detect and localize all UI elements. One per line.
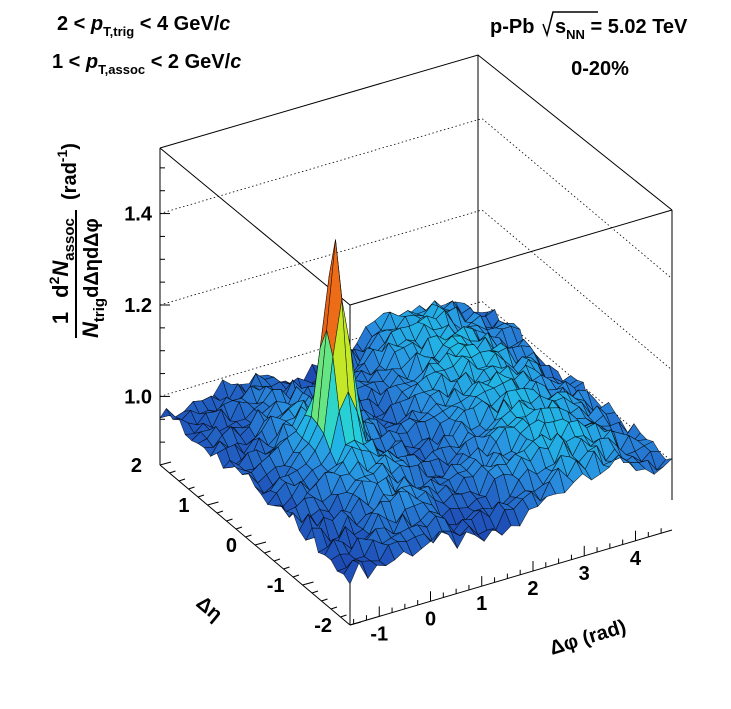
sqrt-sign (542, 11, 598, 38)
z-gridline (159, 118, 673, 279)
z-title-one: 1 (48, 312, 73, 324)
y-tick-mark (321, 598, 328, 602)
y-tick-mark (188, 486, 195, 490)
trig-prefix: 2 < (57, 13, 85, 35)
collision-energy: = 5.02 TeV (590, 16, 688, 38)
y-tick-mark (245, 534, 252, 538)
x-tick-label: -1 (370, 623, 388, 645)
svg-text:Ntrig: Ntrig (78, 298, 108, 338)
assoc-c: c (230, 51, 241, 73)
z-title-unit-pre: (rad (59, 162, 81, 200)
z-title-num-d: d (48, 284, 73, 297)
box-top-right-front (349, 209, 673, 306)
trig-suffix: < 4 GeV/ (140, 13, 220, 35)
assoc-prefix: 1 < (52, 51, 80, 73)
svg-text:(rad-1): (rad-1) (54, 143, 81, 200)
trig-sub: T,trig (103, 24, 134, 39)
y-tick-label: -2 (314, 615, 332, 637)
y-tick-mark (302, 581, 314, 586)
y-tick-mark (264, 550, 271, 554)
x-axis-ticks: -1 0 1 2 3 4 (353, 528, 662, 645)
y-tick-label: -1 (267, 575, 285, 597)
assoc-sub: T,assoc (98, 62, 145, 77)
y-tick-mark (330, 606, 338, 610)
svg-text:1: 1 (48, 312, 73, 324)
y-axis-title: Δη (192, 592, 227, 626)
y-tick-mark (273, 558, 281, 562)
z-title-denominator: dΔηdΔφ (81, 218, 103, 298)
y-axis-ticks: 2 1 0 -1 -2 (131, 455, 362, 637)
y-tick-mark (283, 566, 290, 570)
assoc-suffix: < 2 GeV/ (151, 51, 231, 73)
y-tick-mark (311, 590, 319, 594)
z-axis-title: 1 Ntrig d2Nassoc dΔηdΔφ (rad-1) (46, 143, 108, 338)
y-tick-mark (254, 541, 267, 546)
x-tick-label: 3 (579, 563, 590, 585)
box-bottom-right-edge (349, 529, 673, 626)
svg-text:p-Pb: p-Pb (490, 16, 534, 38)
sqrt-s: s (555, 16, 566, 38)
z-title-unit-post: ) (59, 143, 81, 150)
z-tick-label: 1.2 (124, 295, 152, 317)
z-gridline (159, 209, 673, 371)
collision-system-label: p-Pb sNN = 5.02 TeV (490, 11, 688, 44)
x-tick-label: 2 (527, 578, 538, 600)
z-title-unit-sup: -1 (54, 150, 70, 163)
surface-cell (343, 560, 360, 585)
x-tick-label: 0 (425, 608, 436, 630)
y-tick-mark (292, 574, 300, 578)
y-tick-mark (159, 461, 172, 466)
z-title-num-n: N (48, 260, 73, 277)
y-tick-label: 0 (226, 535, 237, 557)
centrality-label: 0-20% (571, 58, 629, 80)
system-prefix: p-Pb (490, 16, 534, 38)
y-tick-mark (178, 478, 186, 482)
svg-text:sNN = 5.02 TeV: sNN = 5.02 TeV (555, 16, 688, 44)
y-tick-mark (169, 470, 176, 474)
x-tick-label: 1 (476, 593, 487, 615)
y-tick-mark (340, 614, 347, 618)
y-tick-mark (235, 526, 243, 530)
x-axis-title: Δφ (rad) (547, 616, 629, 660)
z-tick-label: 1.0 (124, 386, 152, 408)
trig-p: p (90, 13, 103, 35)
y-tick-mark (226, 518, 233, 522)
y-tick-mark (207, 501, 219, 506)
svg-text:d2Nassoc: d2Nassoc (46, 218, 78, 298)
y-tick-mark (349, 621, 362, 626)
y-tick-label: 2 (131, 455, 142, 477)
z-title-num-sub: assoc (61, 218, 78, 261)
surface-mesh (159, 239, 673, 585)
y-tick-mark (216, 510, 224, 514)
z-title-num-sup: 2 (46, 276, 62, 284)
sqrt-sub: NN (566, 27, 585, 42)
assoc-pt-range: 1 < pT,assoc < 2 GeV/c (52, 51, 241, 79)
z-axis-ticks: 1.4 1.2 1.0 (124, 167, 170, 443)
trigger-pt-range: 2 < pT,trig < 4 GeV/c (57, 13, 230, 41)
trig-c: c (219, 13, 230, 35)
z-title-ntrig-n: N (78, 321, 103, 338)
y-tick-label: 1 (178, 495, 189, 517)
z-title-ntrig-sub: trig (91, 298, 108, 322)
y-tick-mark (197, 494, 205, 498)
x-tick-label: 4 (630, 548, 642, 570)
z-tick-label: 1.4 (124, 204, 153, 226)
assoc-p: p (85, 51, 98, 73)
box-top-front-edge (159, 147, 351, 306)
